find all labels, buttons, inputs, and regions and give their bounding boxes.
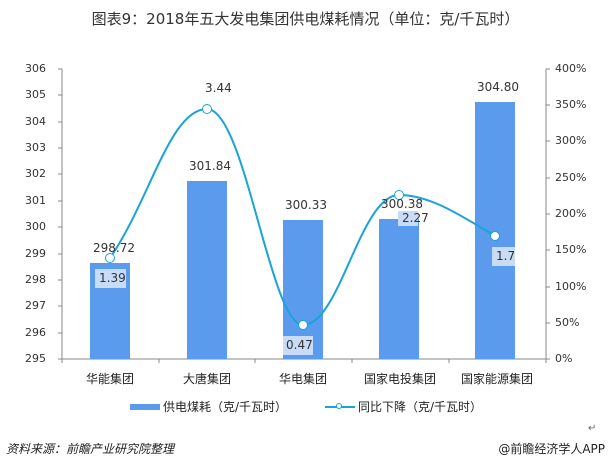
line-value-label: 3.44: [205, 81, 232, 95]
line-label-boxes: [95, 211, 515, 355]
left-tick: 303: [25, 141, 46, 154]
left-tick: 298: [25, 273, 46, 286]
right-tick: 400%: [555, 62, 587, 75]
legend-bar-label: 供电煤耗（克/千瓦时）: [163, 400, 288, 414]
line-value-label: 1.7: [496, 249, 516, 263]
marker: [490, 231, 500, 241]
source-note: 资料来源：前瞻产业研究院整理: [6, 442, 175, 456]
bar-value-label: 300.38: [381, 197, 423, 211]
category-label: 华电集团: [278, 372, 327, 386]
category-label: 大唐集团: [182, 372, 231, 386]
left-tick: 304: [25, 115, 46, 128]
bar-series: [90, 102, 515, 359]
line-series: [109, 107, 496, 327]
left-tick: 299: [25, 247, 46, 260]
right-tick: 100%: [555, 280, 587, 293]
category-label: 国家电投集团: [363, 372, 436, 386]
left-tick: 305: [25, 88, 46, 101]
right-tick: 350%: [555, 98, 587, 111]
right-tick: 150%: [555, 243, 587, 256]
right-ticks: [546, 68, 550, 360]
bar-value-label: 304.80: [477, 80, 519, 94]
bar-datang: [187, 181, 227, 359]
legend-line-label: 同比下降（克/千瓦时）: [358, 400, 483, 414]
bar-value-label: 301.84: [189, 159, 231, 173]
category-label: 华能集团: [85, 372, 134, 386]
left-tick: 295: [25, 352, 46, 365]
category-ticks: [61, 359, 547, 363]
line-marker-swatch-icon: [325, 402, 355, 409]
marker: [394, 190, 404, 200]
legend-item-bar: 供电煤耗（克/千瓦时）: [130, 398, 287, 415]
left-tick: 306: [25, 62, 46, 75]
left-tick: 297: [25, 299, 46, 312]
bar-value-label: 300.33: [285, 198, 327, 212]
bar-value-label: 298.72: [93, 241, 135, 255]
right-tick: 0%: [555, 352, 573, 365]
left-tick: 300: [25, 220, 46, 233]
legend-item-line: 同比下降（克/千瓦时）: [325, 398, 482, 415]
marker: [298, 320, 308, 330]
category-label: 国家能源集团: [460, 372, 533, 386]
line-value-label: 0.47: [286, 338, 313, 352]
left-tick: 302: [25, 167, 46, 180]
credit-note: @前瞻经济学人APP: [498, 442, 605, 456]
marker: [105, 253, 115, 263]
right-tick: 250%: [555, 171, 587, 184]
chart-title: 图表9：2018年五大发电集团供电煤耗情况（单位：克/千瓦时）: [91, 10, 520, 28]
line-value-label: 2.27: [402, 211, 429, 225]
right-tick: 300%: [555, 134, 587, 147]
left-tick: 296: [25, 326, 46, 339]
bar-spic: [379, 219, 419, 359]
return-mark-icon: ↵: [588, 423, 597, 434]
left-ticks: [58, 68, 62, 360]
right-tick: 50%: [555, 316, 580, 329]
left-tick: 301: [25, 194, 46, 207]
bar-chn-energy: [475, 102, 515, 359]
line-value-label: 1.39: [99, 271, 126, 285]
bar-huadian: [283, 220, 323, 359]
marker: [202, 104, 212, 114]
line-markers: [105, 104, 500, 330]
right-tick: 200%: [555, 207, 587, 220]
bar-swatch-icon: [130, 403, 160, 410]
